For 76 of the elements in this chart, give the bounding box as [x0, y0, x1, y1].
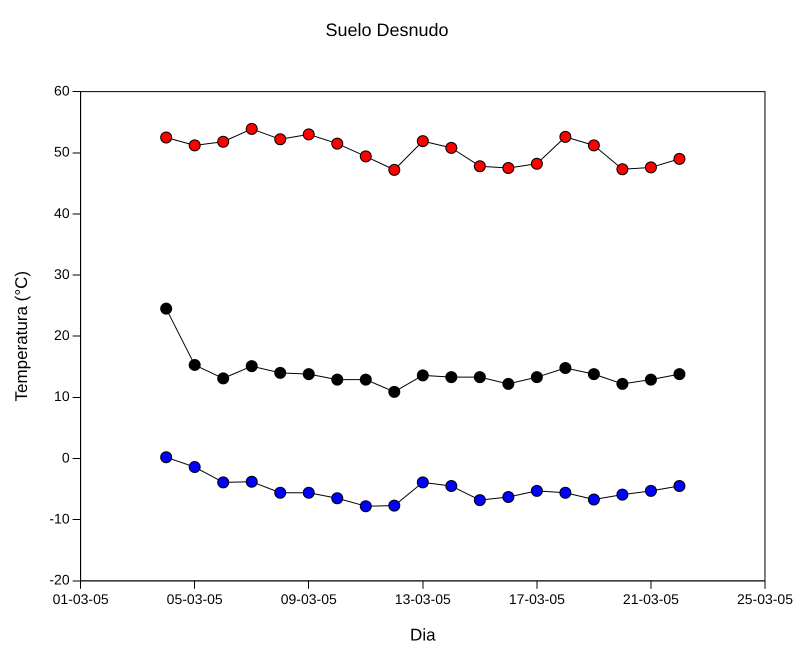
y-tick-label: 0: [62, 449, 70, 466]
point: [274, 486, 286, 499]
point: [416, 369, 429, 382]
point: [559, 130, 572, 143]
y-axis-title: Temperatura (°C): [12, 270, 31, 402]
y-tick-label: 20: [54, 327, 70, 344]
point: [302, 128, 315, 140]
x-tick-label: 21-03-05: [622, 591, 680, 608]
y-tick-label: -10: [49, 510, 70, 527]
point: [360, 374, 372, 386]
y-tick-label: 60: [54, 82, 70, 98]
point: [616, 163, 628, 176]
point: [588, 368, 600, 380]
chart-title: Suelo Desnudo: [325, 20, 449, 40]
point: [302, 368, 315, 380]
point: [445, 371, 458, 384]
point: [388, 386, 400, 398]
point: [530, 158, 543, 170]
point: [160, 451, 172, 464]
point: [502, 491, 514, 504]
point: [188, 358, 201, 371]
x-tick-label: 13-03-05: [394, 591, 452, 608]
x-axis-title: Dia: [410, 625, 436, 644]
point: [502, 162, 514, 174]
point: [160, 131, 172, 144]
point: [588, 139, 600, 152]
point: [673, 368, 686, 380]
point: [217, 136, 230, 148]
point: [559, 486, 572, 499]
x-tick-label: 17-03-05: [508, 591, 566, 608]
point: [474, 160, 486, 172]
point: [302, 486, 315, 499]
x-tick-label: 01-03-05: [52, 591, 109, 608]
point: [673, 152, 686, 165]
y-tick-label: 50: [54, 144, 70, 160]
point: [217, 476, 230, 488]
point: [445, 142, 458, 154]
point: [530, 371, 543, 384]
x-tick-label: 25-03-05: [736, 591, 794, 608]
point: [644, 374, 657, 386]
point: [274, 133, 286, 146]
point: [673, 480, 686, 492]
point: [644, 161, 657, 174]
point: [188, 139, 201, 152]
point: [416, 135, 429, 148]
point: [445, 480, 458, 492]
point: [274, 366, 286, 379]
point: [360, 150, 372, 162]
point: [388, 164, 400, 176]
point: [559, 362, 572, 374]
y-tick-label: 30: [54, 266, 70, 282]
point: [530, 484, 543, 497]
point: [246, 476, 258, 488]
point: [616, 378, 628, 390]
point: [331, 374, 344, 386]
point: [217, 372, 230, 384]
point: [246, 122, 258, 135]
point: [644, 484, 657, 497]
point: [360, 500, 372, 512]
point: [474, 494, 486, 506]
point: [246, 360, 258, 372]
point: [188, 461, 201, 474]
point: [388, 500, 400, 512]
point: [331, 138, 344, 150]
point: [588, 493, 600, 506]
point: [416, 476, 429, 488]
x-tick-label: 05-03-05: [166, 591, 223, 608]
point: [331, 492, 344, 504]
point: [502, 378, 514, 390]
y-tick-label: 40: [54, 204, 70, 221]
point: [160, 302, 172, 315]
point: [474, 371, 486, 384]
x-tick-label: 09-03-05: [280, 591, 337, 608]
y-tick-label: 10: [54, 388, 70, 404]
y-tick-label: -20: [49, 572, 70, 588]
point: [616, 488, 628, 501]
